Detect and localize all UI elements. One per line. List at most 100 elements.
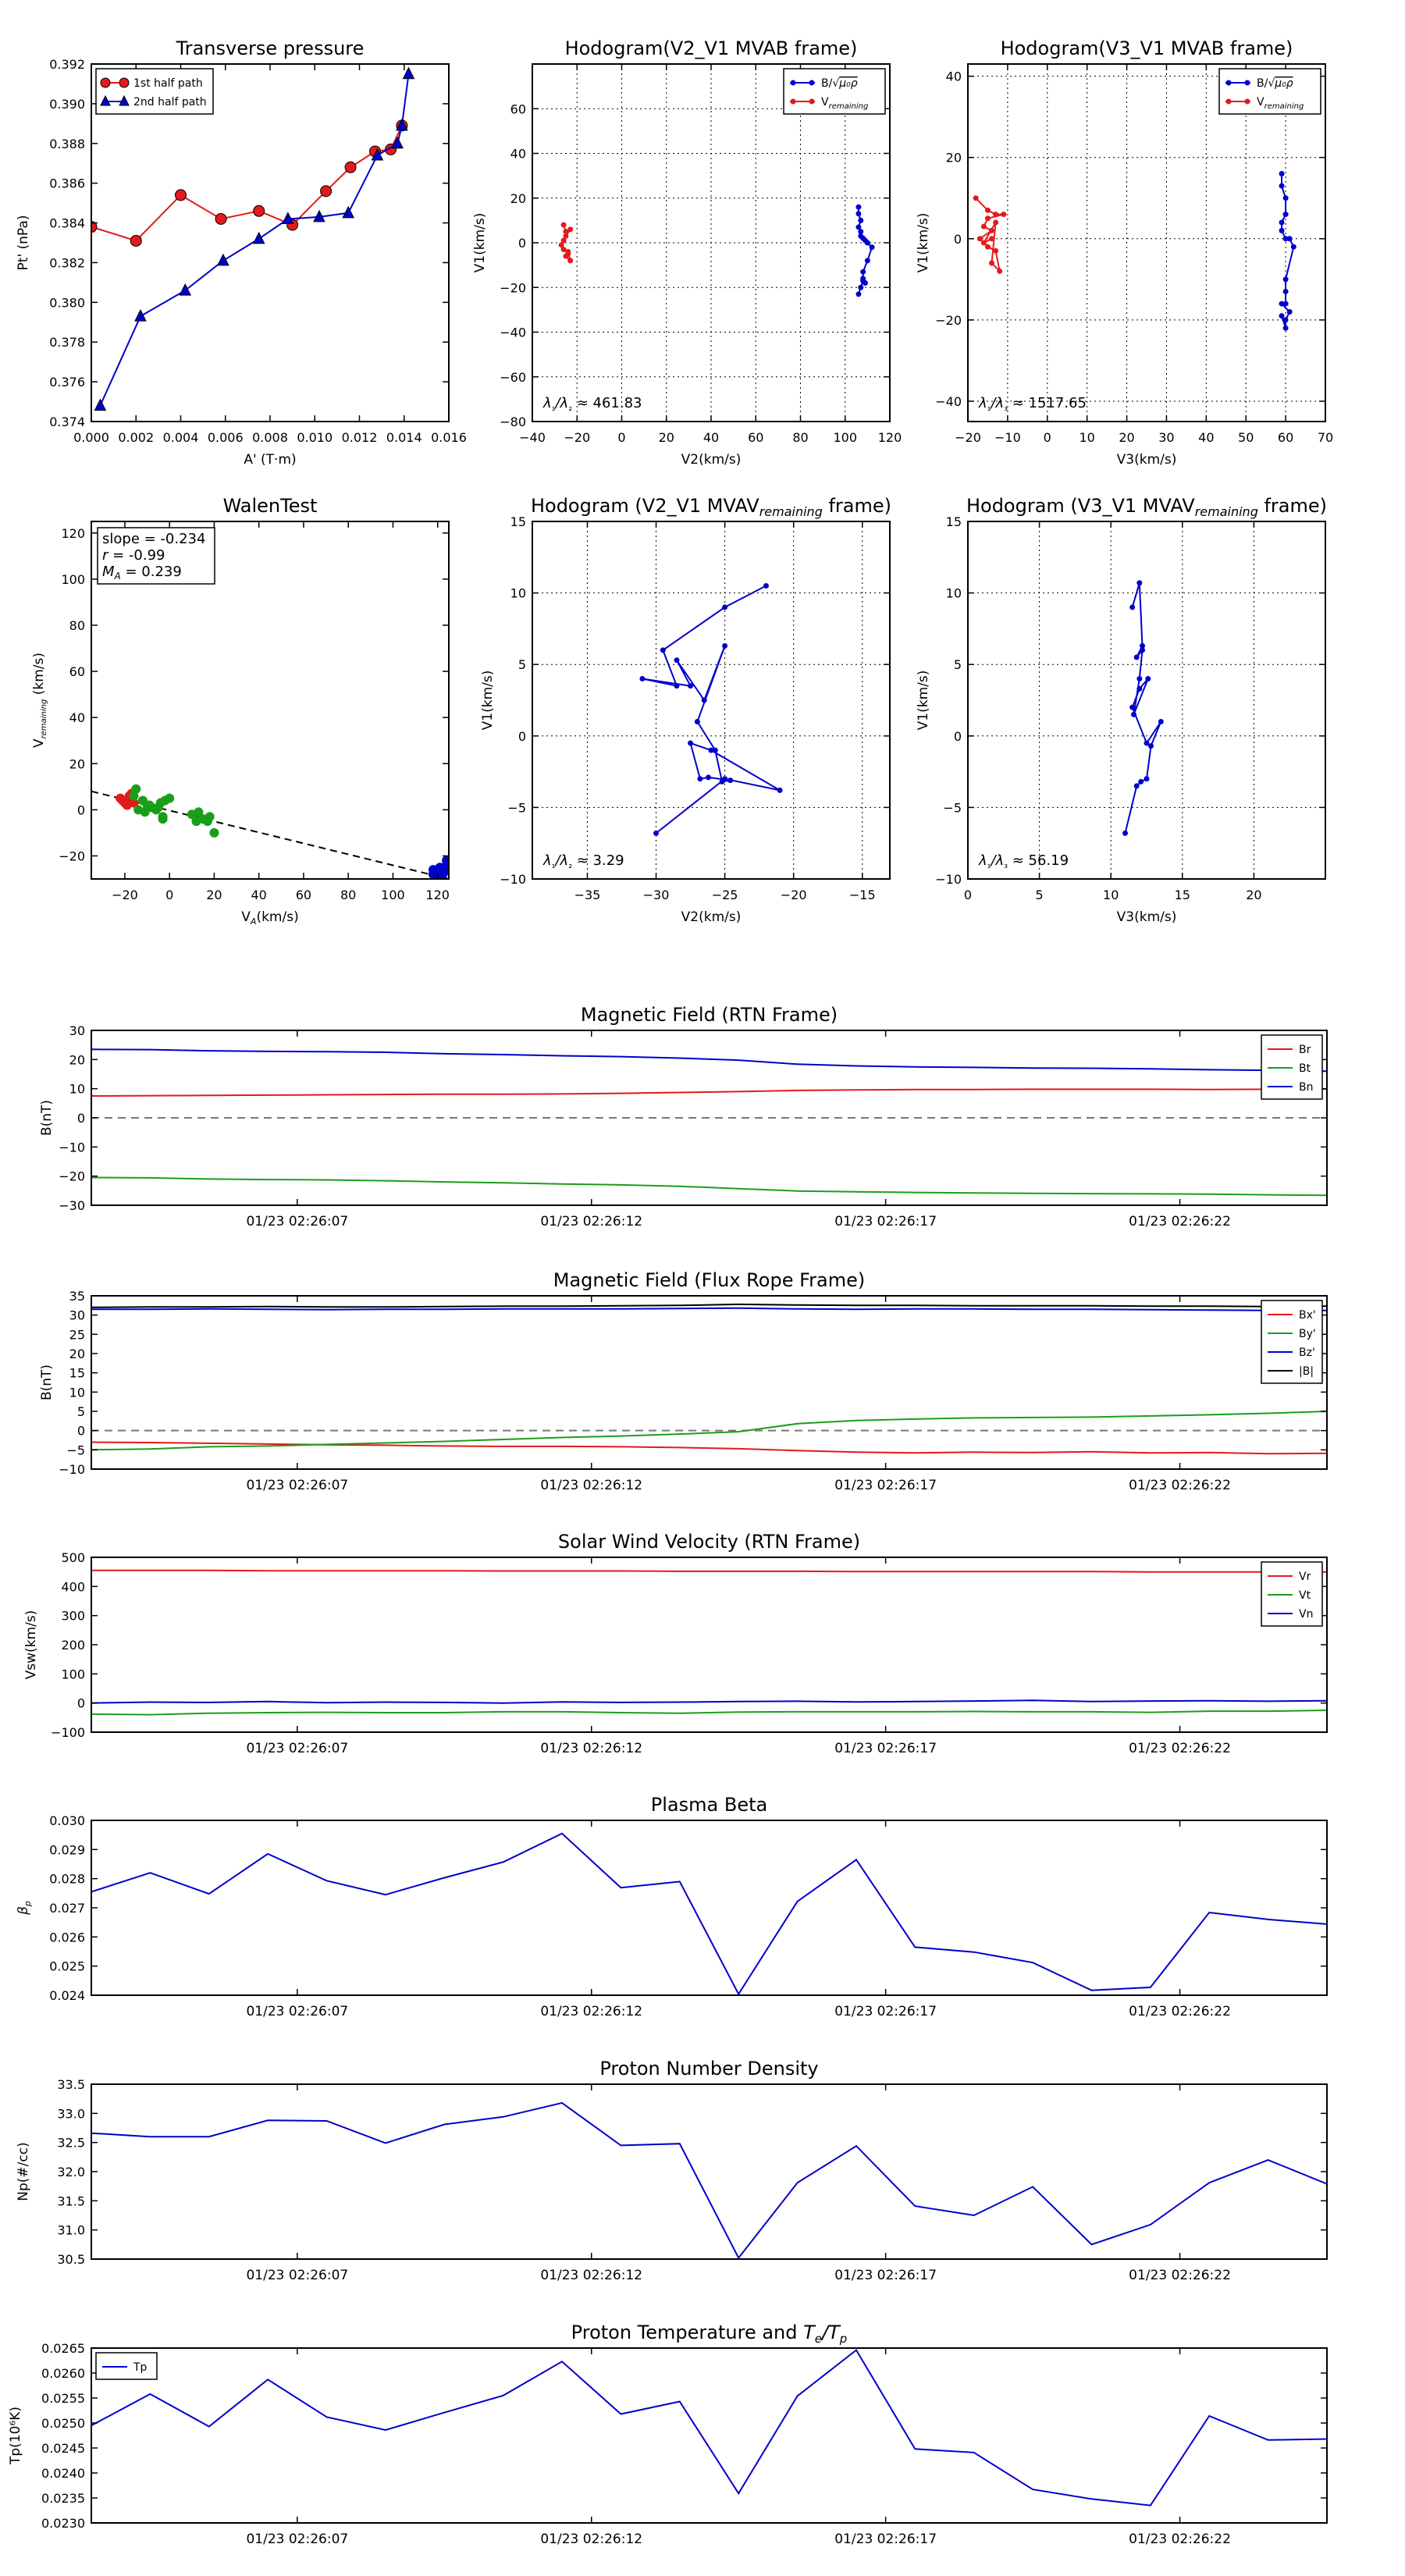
x-tick-label: −30 (643, 888, 670, 902)
x-tick-label: −20 (955, 430, 981, 445)
data-point (1145, 676, 1151, 682)
x-tick-label: 0.016 (431, 430, 467, 445)
data-point (1282, 276, 1289, 283)
legend-label: B/√μ₀ρ (821, 77, 858, 90)
data-point (1282, 317, 1289, 323)
y-tick-label: 15 (69, 1366, 85, 1381)
legend-label: Vremaining (1257, 96, 1304, 111)
y-tick-label: 0.380 (49, 295, 85, 310)
chart-title: Transverse pressure (176, 37, 365, 59)
y-tick-label: 0.0265 (41, 2341, 85, 2356)
x-tick-label: 20 (1119, 430, 1134, 445)
data-layer (973, 171, 1297, 331)
data-point (560, 247, 567, 253)
legend-marker (100, 77, 111, 88)
data-point (727, 777, 734, 784)
data-point (205, 812, 215, 822)
data-point (165, 793, 175, 803)
y-axis-label: B(nT) (39, 1100, 55, 1136)
data-point (252, 231, 265, 244)
data-point (855, 224, 862, 230)
y-tick-label: 32.0 (57, 2165, 85, 2179)
legend-marker (1225, 80, 1232, 86)
data-layer (558, 204, 875, 297)
eigenvalue-ratio-annotation: λ₁/λ₂ ≈ 3.29 (542, 852, 624, 870)
data-point (442, 856, 449, 866)
y-tick-label: 31.0 (57, 2223, 85, 2238)
data-point (563, 233, 569, 239)
y-tick-label: −20 (59, 1169, 85, 1184)
data-point (563, 229, 569, 235)
data-point (860, 269, 866, 275)
x-tick-label: 01/23 02:26:12 (540, 2532, 642, 2547)
fit-stats-box (97, 527, 215, 585)
x-tick-label: 01/23 02:26:12 (540, 1741, 642, 1756)
y-tick-label: 15 (510, 514, 526, 529)
data-point (253, 205, 265, 217)
y-axis-label: V1(km/s) (916, 213, 931, 273)
y-tick-label: 0.026 (49, 1930, 85, 1944)
y-axis-label: V1(km/s) (480, 671, 496, 731)
y-tick-label: 60 (510, 101, 526, 116)
y-tick-label: 0.382 (49, 255, 85, 270)
data-point (694, 718, 700, 724)
x-tick-label: 0 (1044, 430, 1051, 445)
x-tick-label: −20 (564, 430, 590, 445)
axes-frame (967, 521, 1326, 880)
data-point (993, 219, 999, 226)
data-point (567, 226, 574, 233)
y-tick-label: 5 (954, 657, 962, 672)
data-point (217, 253, 229, 266)
y-tick-label: 120 (61, 526, 85, 541)
data-layer (91, 2101, 1327, 2259)
data-layer (91, 66, 415, 411)
chart-mag_fr: 01/23 02:26:07 01/23 02:26:12 01/23 02:26:… (39, 1269, 1328, 1493)
data-point (175, 189, 187, 201)
axes-frame (967, 63, 1326, 422)
data-point (179, 283, 192, 296)
data-point (697, 776, 703, 782)
y-tick-label: 60 (69, 664, 85, 679)
y-tick-label: 0 (518, 729, 526, 744)
x-tick-label: 01/23 02:26:22 (1129, 1214, 1231, 1229)
data-point (396, 118, 408, 131)
chart-title: Magnetic Field (RTN Frame) (581, 1004, 838, 1026)
y-tick-label: −10 (500, 872, 526, 887)
data-point (1286, 308, 1293, 315)
y-tick-label: 0.388 (49, 137, 85, 151)
y-tick-label: −10 (59, 1140, 85, 1155)
data-point (1144, 740, 1150, 746)
data-point (153, 802, 163, 813)
y-tick-label: 200 (61, 1638, 85, 1653)
y-axis-label: Pt' (nPa) (16, 215, 31, 271)
x-tick-label: 0.014 (386, 430, 422, 445)
y-tick-label: 0.0235 (41, 2491, 85, 2506)
y-tick-label: 20 (69, 1052, 85, 1067)
x-tick-label: 20 (206, 888, 222, 902)
legend-marker (809, 80, 815, 86)
data-point (342, 205, 354, 219)
data-point (91, 221, 98, 233)
y-tick-label: −40 (500, 326, 526, 340)
x-tick-label: 0.012 (342, 430, 378, 445)
legend-box (95, 68, 214, 115)
x-tick-label: 01/23 02:26:07 (246, 1214, 348, 1229)
x-axis-label: V3(km/s) (1117, 452, 1177, 468)
plot-area (532, 521, 890, 879)
data-point (344, 161, 357, 173)
data-point (140, 807, 150, 817)
data-point (984, 207, 991, 213)
chart-title: Proton Number Density (599, 2058, 818, 2080)
x-tick-label: 01/23 02:26:07 (246, 1478, 348, 1493)
y-tick-label: 0.390 (49, 97, 85, 112)
y-axis-label: Vsw(km/s) (23, 1610, 39, 1680)
x-tick-label: 0 (165, 888, 173, 902)
y-tick-label: 0 (954, 729, 962, 744)
y-tick-label: 32.5 (57, 2136, 85, 2151)
y-tick-label: 30 (69, 1023, 85, 1038)
data-point (1001, 212, 1007, 218)
data-point (134, 309, 147, 322)
legend-label: Tp (133, 2361, 148, 2374)
x-tick-label: 01/23 02:26:17 (834, 1214, 937, 1229)
